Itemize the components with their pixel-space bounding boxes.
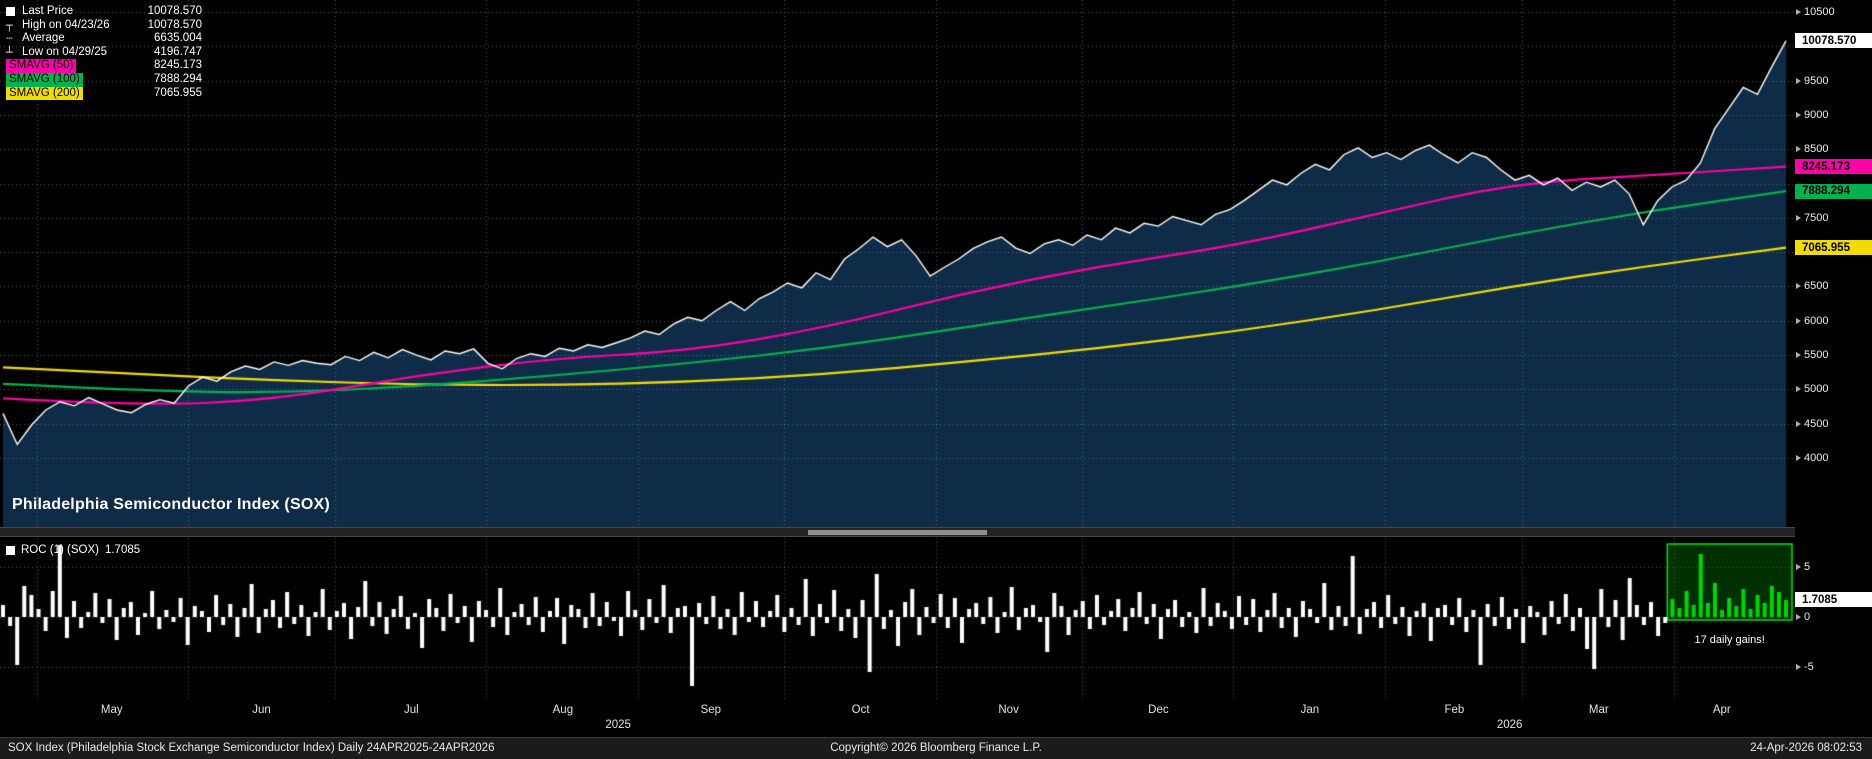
legend-item-smavg-100[interactable]: SMAVG (100) 7888.294: [6, 72, 202, 87]
roc-axis-tick-0: 0: [1796, 611, 1810, 624]
price-axis-tick-4500: 4500: [1796, 417, 1828, 430]
x-axis-month-may: May: [100, 704, 123, 716]
price-axis-tick-8500: 8500: [1796, 143, 1828, 156]
price-legend: Last Price 10078.570 ┬ High on 04/23/26 1007…: [6, 5, 202, 101]
x-axis-month-nov: Nov: [998, 704, 1019, 716]
status-source-text: SOX Index (Philadelphia Stock Exchange S…: [8, 742, 495, 754]
x-axis-month-jul: Jul: [403, 704, 419, 716]
legend-label: Last Price: [22, 5, 74, 17]
legend-value: 8245.173: [154, 59, 202, 72]
value-box-smavg-200: 7065.955: [1795, 240, 1872, 256]
x-axis-year-2026: 2026: [1496, 719, 1523, 731]
price-axis-tick-6500: 6500: [1796, 280, 1828, 293]
x-axis-month-jan: Jan: [1300, 704, 1320, 716]
price-axis-tick-6000: 6000: [1796, 314, 1828, 327]
legend-item-smavg-50[interactable]: SMAVG (50) 8245.173: [6, 59, 202, 73]
legend-marker-avg-icon: ┄: [6, 32, 13, 46]
price-axis-tick-5000: 5000: [1796, 383, 1828, 396]
value-box-smavg-100: 7888.294: [1795, 183, 1872, 199]
roc-legend-value: 1.7085: [104, 544, 141, 556]
legend-item-high[interactable]: ┬ High on 04/23/26 10078.570: [6, 19, 202, 33]
legend-label: Low on 04/29/25: [22, 45, 108, 58]
x-axis-month-mar: Mar: [1588, 704, 1609, 716]
roc-legend[interactable]: ROC (1) (SOX) 1.7085: [6, 544, 140, 556]
legend-value: 6635.004: [154, 32, 202, 45]
roc-axis-tick-5: 5: [1796, 561, 1810, 574]
legend-label: Average: [22, 32, 65, 45]
x-axis-month-feb: Feb: [1444, 704, 1465, 716]
legend-label: High on 04/23/26: [22, 18, 110, 31]
legend-value: 7065.955: [154, 86, 202, 99]
price-axis-tick-9000: 9000: [1796, 108, 1828, 121]
status-datetime-text: 24-Apr-2026 08:02:53: [1750, 742, 1862, 754]
legend-item-low[interactable]: ┴ Low on 04/29/25 4196.747: [6, 46, 202, 60]
right-price-axis: 10500 9500 9000 8500 7500 6500 6000 5500 5000 450…: [1795, 0, 1872, 737]
legend-value: 10078.570: [147, 18, 202, 31]
roc-legend-swatch-icon: [6, 545, 15, 555]
legend-label: SMAVG (50): [6, 59, 77, 73]
roc-chart-canvas[interactable]: [0, 538, 1795, 700]
chart-title: Philadelphia Semiconductor Index (SOX): [12, 496, 330, 513]
legend-label: SMAVG (200): [6, 86, 83, 101]
roc-axis-tick--5: -5: [1796, 661, 1814, 674]
x-axis: May Jun Jul Aug Sep Oct Nov Dec Jan Feb Mar Apr 2025…: [0, 700, 1795, 737]
legend-swatch-icon: [6, 7, 15, 17]
gains-annotation-label: 17 daily gains!: [1694, 634, 1765, 646]
value-box-last-price: 10078.570: [1795, 33, 1872, 49]
status-bar: SOX Index (Philadelphia Stock Exchange S…: [0, 737, 1872, 759]
status-copyright-text: Copyright© 2026 Bloomberg Finance L.P.: [830, 742, 1042, 754]
legend-marker-low-icon: ┴: [6, 45, 13, 59]
divider-scrollbar-thumb[interactable]: [807, 530, 988, 535]
price-chart-canvas[interactable]: [0, 0, 1795, 527]
price-axis-tick-4000: 4000: [1796, 452, 1828, 465]
x-axis-month-sep: Sep: [700, 704, 722, 716]
price-axis-tick-5500: 5500: [1796, 349, 1828, 362]
value-box-smavg-50: 8245.173: [1795, 159, 1872, 175]
legend-value: 7888.294: [154, 72, 202, 85]
legend-label: SMAVG (100): [6, 72, 83, 87]
price-axis-tick-10500: 10500: [1796, 6, 1835, 19]
value-box-roc-last: 1.7085: [1795, 592, 1872, 608]
price-axis-tick-7500: 7500: [1796, 211, 1828, 224]
x-axis-month-oct: Oct: [851, 704, 870, 716]
x-axis-year-2025: 2025: [605, 719, 631, 731]
legend-item-last-price[interactable]: Last Price 10078.570: [6, 5, 202, 19]
roc-legend-label: ROC (1) (SOX): [21, 544, 99, 556]
x-axis-month-dec: Dec: [1148, 704, 1169, 716]
legend-item-average[interactable]: ┄ Average 6635.004: [6, 32, 202, 46]
x-axis-month-aug: Aug: [552, 704, 574, 716]
legend-item-smavg-200[interactable]: SMAVG (200) 7065.955: [6, 86, 202, 101]
x-axis-month-jun: Jun: [252, 704, 271, 716]
legend-value: 4196.747: [154, 45, 202, 58]
panel-divider: [0, 527, 1795, 537]
price-axis-tick-9500: 9500: [1796, 74, 1828, 87]
x-axis-month-apr: Apr: [1712, 704, 1731, 716]
legend-value: 10078.570: [147, 5, 202, 17]
legend-marker-high-icon: ┬: [6, 18, 13, 32]
